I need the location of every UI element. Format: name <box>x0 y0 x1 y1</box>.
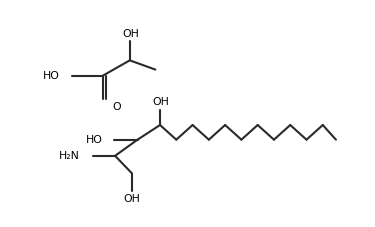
Text: OH: OH <box>122 29 139 39</box>
Text: OH: OH <box>124 194 141 204</box>
Text: O: O <box>112 102 121 112</box>
Text: H₂N: H₂N <box>59 151 80 161</box>
Text: HO: HO <box>43 71 60 81</box>
Text: OH: OH <box>152 96 169 106</box>
Text: HO: HO <box>86 135 103 145</box>
